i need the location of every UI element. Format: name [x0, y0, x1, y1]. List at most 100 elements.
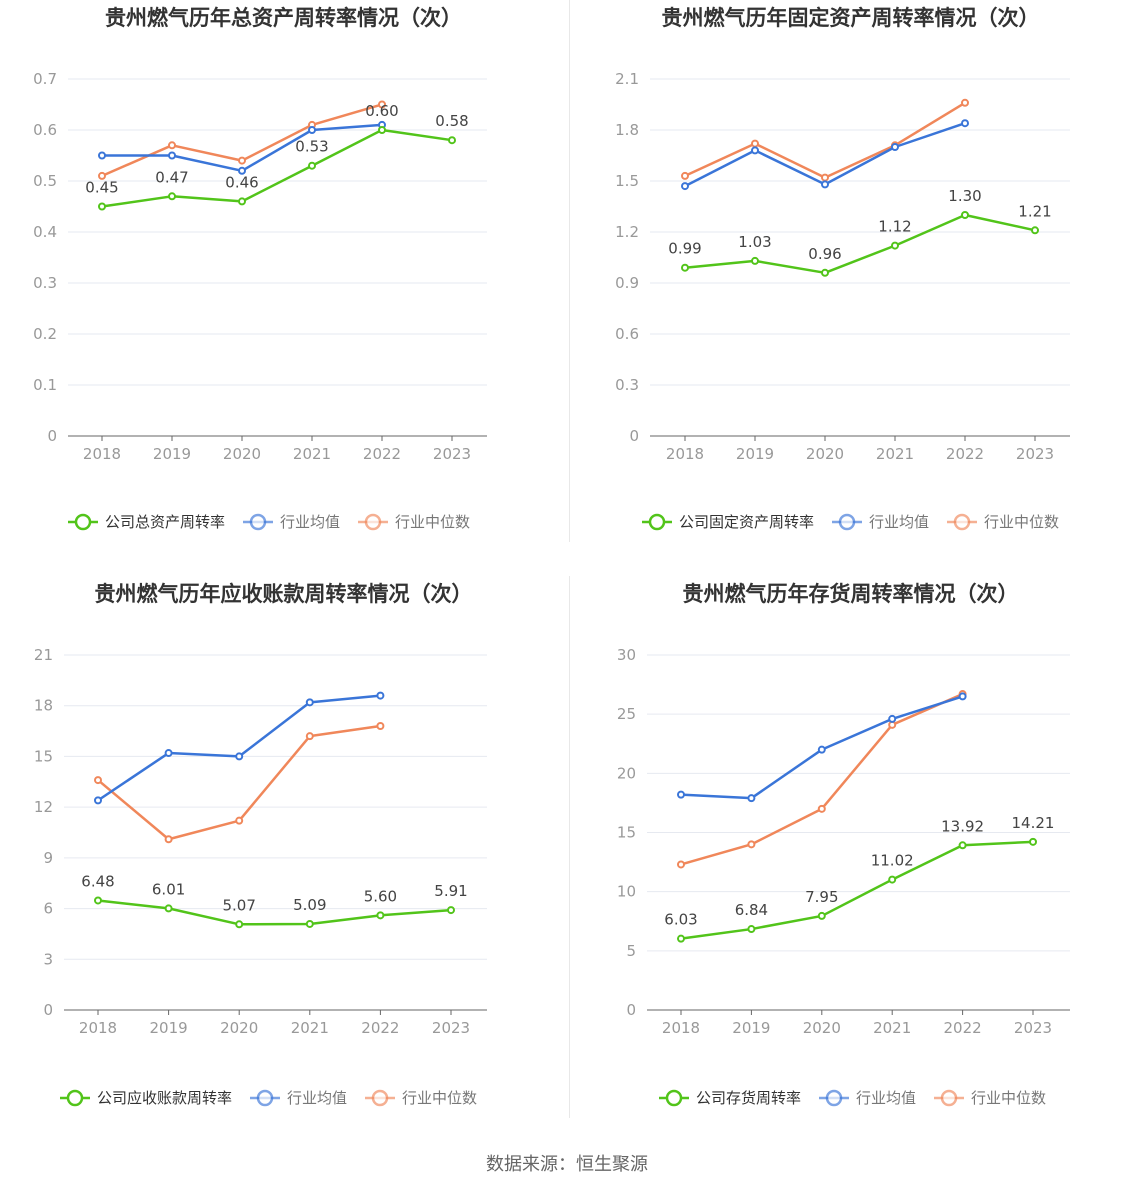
x-tick-label: 2023	[1016, 445, 1054, 463]
data-label: 0.47	[155, 168, 188, 186]
data-point-median	[98, 171, 106, 180]
series-line-company	[97, 899, 452, 926]
legend-label-company: 公司总资产周转率	[105, 513, 225, 531]
y-tick-label: 0.7	[33, 70, 57, 88]
x-tick-label: 2021	[293, 445, 331, 463]
x-tick-label: 2023	[433, 445, 471, 463]
y-tick-label: 0.4	[33, 223, 57, 241]
data-point-company	[891, 241, 899, 250]
y-tick-label: 5	[626, 942, 636, 960]
data-point-median	[235, 816, 244, 825]
chart-title: 贵州燃气历年存货周转率情况（次）	[683, 582, 1019, 606]
data-point-company	[681, 263, 689, 272]
chart-panel-inventory-turnover: 贵州燃气历年存货周转率情况（次） 0 5 10 15 20 25 30 2018 2019 2020…	[567, 576, 1134, 1152]
data-point-median	[751, 139, 759, 148]
x-tick-label: 2018	[662, 1019, 700, 1037]
data-point-average	[164, 749, 173, 758]
data-point-company	[447, 906, 455, 915]
y-tick-label: 3	[43, 950, 53, 968]
y-tick-label: 2.1	[615, 70, 639, 88]
data-point-median	[94, 776, 102, 785]
legend-marker-median	[953, 513, 971, 531]
data-point-company	[168, 192, 176, 201]
data-label: 0.46	[225, 173, 258, 191]
data-label: 6.48	[81, 872, 114, 890]
legend-marker-company	[648, 513, 666, 531]
data-label: 6.84	[735, 901, 768, 919]
panel-divider-top	[569, 0, 570, 542]
legend-label-average: 行业均值	[287, 1089, 347, 1107]
data-point-company	[888, 875, 897, 884]
x-tick-label: 2023	[432, 1019, 470, 1037]
legend-marker-company	[74, 513, 92, 531]
data-label: 13.92	[941, 817, 984, 835]
data-point-median	[305, 732, 314, 741]
y-tick-label: 0	[626, 1001, 636, 1019]
data-point-average	[98, 151, 106, 160]
x-tick-label: 2023	[1014, 1019, 1052, 1037]
data-point-company	[817, 911, 826, 920]
data-label: 1.12	[878, 218, 911, 236]
x-tick-label: 2020	[806, 445, 844, 463]
x-tick-label: 2022	[361, 1019, 399, 1037]
chart-svg: 贵州燃气历年固定资产周转率情况（次） 0 0.3 0.6 0.9 1.2 1.5 1.8 2.1…	[615, 6, 1070, 531]
series-line-median	[680, 692, 964, 866]
y-tick-label: 0	[47, 427, 57, 445]
data-point-median	[238, 156, 246, 165]
x-tick-label: 2018	[666, 445, 704, 463]
legend-label-median: 行业中位数	[402, 1089, 477, 1107]
data-label: 5.07	[222, 896, 255, 914]
data-point-average	[235, 752, 244, 761]
series-line-median	[684, 101, 966, 179]
data-point-median	[164, 835, 173, 844]
data-label: 1.30	[948, 187, 981, 205]
x-tick-label: 2021	[876, 445, 914, 463]
data-point-average	[961, 119, 969, 128]
series-line-company	[101, 128, 453, 208]
y-tick-label: 0.3	[33, 274, 57, 292]
y-tick-label: 1.5	[615, 172, 639, 190]
data-point-company	[378, 126, 386, 134]
legend-label-company: 公司固定资产周转率	[679, 513, 814, 531]
data-point-average	[168, 151, 176, 160]
legend-marker-median	[371, 1089, 389, 1107]
x-tick-label: 2020	[220, 1019, 258, 1037]
data-label: 1.03	[738, 233, 771, 251]
y-tick-label: 12	[34, 798, 53, 816]
chart-panel-total-asset-turnover: 贵州燃气历年总资产周转率情况（次） 0 0.1 0.2 0.3 0.4 0.5 0.6 0.7 2…	[0, 0, 567, 576]
series-line-company	[680, 840, 1034, 940]
y-tick-label: 0	[43, 1001, 53, 1019]
y-tick-label: 15	[34, 747, 53, 765]
data-point-company	[164, 904, 173, 913]
y-tick-label: 0.5	[33, 172, 57, 190]
data-point-company	[1031, 226, 1039, 235]
data-point-company	[308, 161, 316, 170]
data-point-median	[821, 173, 829, 182]
data-point-average	[376, 691, 385, 700]
data-point-average	[817, 745, 826, 754]
data-point-median	[376, 722, 385, 730]
data-point-average	[94, 796, 102, 805]
data-point-company	[747, 925, 756, 934]
data-point-average	[677, 790, 685, 799]
data-point-average	[747, 794, 756, 803]
x-tick-label: 2019	[732, 1019, 770, 1037]
y-tick-label: 18	[34, 697, 53, 715]
legend-marker-average	[249, 513, 267, 531]
y-tick-label: 0.1	[33, 376, 57, 394]
data-point-company	[238, 197, 246, 206]
legend-marker-average	[838, 513, 856, 531]
y-tick-label: 0.2	[33, 325, 57, 343]
chart-svg: 贵州燃气历年存货周转率情况（次） 0 5 10 15 20 25 30 2018 2019 2020…	[617, 582, 1070, 1107]
data-label: 14.21	[1012, 814, 1055, 832]
chart-title: 贵州燃气历年应收账款周转率情况（次）	[95, 582, 473, 606]
x-tick-label: 2020	[223, 445, 261, 463]
chart-svg: 贵州燃气历年应收账款周转率情况（次） 0 3 6 9 12 15 18 21 2018 2019 20…	[34, 582, 487, 1107]
series-line-median	[101, 103, 383, 178]
data-label: 0.53	[295, 138, 328, 156]
data-label: 0.99	[668, 240, 701, 258]
legend-marker-median	[940, 1089, 958, 1107]
legend-label-company: 公司应收账款周转率	[97, 1089, 232, 1107]
x-tick-label: 2021	[873, 1019, 911, 1037]
data-point-average	[891, 143, 899, 151]
